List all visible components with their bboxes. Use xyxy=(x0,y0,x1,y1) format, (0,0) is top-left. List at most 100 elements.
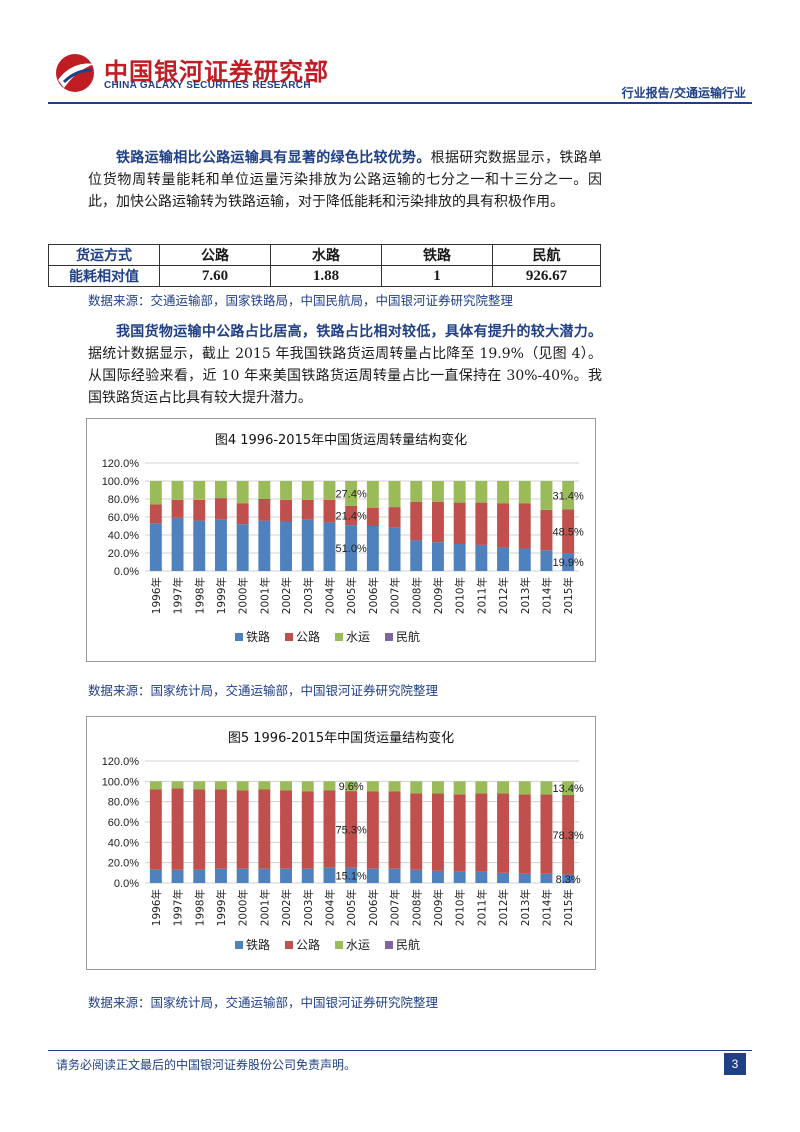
legend-swatch xyxy=(335,941,343,949)
bar-segment xyxy=(366,781,379,792)
bar-segment xyxy=(258,520,271,571)
x-tick-label: 2009年 xyxy=(432,577,445,614)
bar-segment xyxy=(497,481,510,504)
bar-segment xyxy=(301,868,314,883)
bar-segment xyxy=(236,481,249,504)
y-tick-label: 120.0% xyxy=(102,756,140,768)
bar-segment xyxy=(453,781,466,795)
bar-segment xyxy=(540,550,553,571)
bar-segment xyxy=(171,481,184,500)
x-tick-label: 2007年 xyxy=(389,577,402,614)
x-tick-label: 1997年 xyxy=(172,577,185,614)
bar-segment xyxy=(149,789,162,870)
y-tick-label: 20.0% xyxy=(108,548,139,560)
bar-segment xyxy=(149,504,162,524)
bar-segment xyxy=(497,547,510,571)
x-tick-label: 2000年 xyxy=(237,577,250,614)
company-name-en: CHINA GALAXY SECURITIES RESEARCH xyxy=(104,80,311,91)
bar-segment xyxy=(236,781,249,791)
bar-segment xyxy=(149,523,162,571)
bar-segment xyxy=(562,509,575,554)
data-label: 31.4% xyxy=(553,490,584,502)
bar-segment xyxy=(366,791,379,869)
bar-segment xyxy=(236,790,249,869)
bar-segment xyxy=(323,781,336,791)
bar-segment xyxy=(453,794,466,872)
chart-svg: 0.0% 20.0% 40.0% 60.0% 80.0% 100.0% 120.0% 1996… xyxy=(102,458,584,644)
data-label: 9.6% xyxy=(339,781,364,793)
bar-segment xyxy=(301,481,314,500)
x-tick-label: 2001年 xyxy=(258,577,271,614)
bar-segment xyxy=(366,526,379,571)
bar-segment xyxy=(236,503,249,525)
chart-source: 数据来源：国家统计局，交通运输部，中国银河证券研究院整理 xyxy=(88,683,439,698)
bar-segment xyxy=(410,540,423,571)
bar-segment xyxy=(497,872,510,883)
legend-label: 水运 xyxy=(346,630,370,644)
bar-segment xyxy=(280,481,293,500)
bar-segment xyxy=(410,869,423,883)
bar-segment xyxy=(540,794,553,874)
x-tick-label: 2014年 xyxy=(540,889,553,926)
y-tick-label: 100.0% xyxy=(102,776,140,788)
x-tick-label: 2004年 xyxy=(323,577,336,614)
bar-segment xyxy=(323,499,336,523)
table-header-label: 货运方式 xyxy=(48,244,160,266)
y-tick-label: 40.0% xyxy=(108,530,139,542)
bar-segment xyxy=(540,509,553,551)
x-tick-label: 2015年 xyxy=(562,577,575,614)
bar-segment xyxy=(475,502,488,545)
data-label: 48.5% xyxy=(553,526,584,538)
bar-segment xyxy=(345,481,358,506)
y-tick-label: 120.0% xyxy=(102,458,140,470)
bar-segment xyxy=(475,793,488,872)
bar-segment xyxy=(323,481,336,500)
x-tick-label: 1998年 xyxy=(193,577,206,614)
legend-label: 民航 xyxy=(396,937,420,952)
bar-segment xyxy=(540,873,553,883)
bar-segment xyxy=(540,781,553,795)
bar-segment xyxy=(301,791,314,869)
bar-segment xyxy=(475,781,488,794)
bar-segment xyxy=(280,499,293,522)
x-tick-label: 1999年 xyxy=(215,577,228,614)
bar-segment xyxy=(475,871,488,883)
x-tick-label: 2011年 xyxy=(475,577,488,614)
bar-segment xyxy=(388,507,401,528)
x-tick-label: 2005年 xyxy=(345,577,358,614)
bar-segment xyxy=(431,542,444,571)
bar-segment xyxy=(323,790,336,868)
legend-label: 民航 xyxy=(396,629,420,644)
chart-title: 图5 1996-2015年中国货运量结构变化 xyxy=(227,731,455,746)
data-label: 8.3% xyxy=(556,874,581,886)
bar-segment xyxy=(236,868,249,883)
energy-consumption-table: 货运方式 公路 水路 铁路 民航 能耗相对值 7.60 1.88 1 926.6… xyxy=(48,244,601,287)
footer-divider xyxy=(48,1050,752,1051)
x-tick-label: 2005年 xyxy=(345,889,358,926)
table-header-row: 货运方式 公路 水路 铁路 民航 xyxy=(48,244,601,266)
bar-segment xyxy=(431,793,444,871)
y-tick-label: 60.0% xyxy=(108,817,139,829)
bar-segment xyxy=(193,520,206,571)
x-tick-label: 2003年 xyxy=(302,889,315,926)
bar-segment xyxy=(475,481,488,503)
bar-segment xyxy=(149,869,162,883)
x-tick-label: 1999年 xyxy=(215,889,228,926)
bar-segment xyxy=(171,869,184,883)
bar-segment xyxy=(345,781,358,792)
bar-segment xyxy=(301,781,314,792)
y-tick-label: 100.0% xyxy=(102,476,140,488)
bar-segment xyxy=(366,481,379,508)
y-tick-label: 80.0% xyxy=(108,797,139,809)
bar-segment xyxy=(518,548,531,571)
bar-segment xyxy=(301,519,314,571)
bar-segment xyxy=(171,781,184,789)
x-tick-label: 2006年 xyxy=(367,577,380,614)
bar-segment xyxy=(171,517,184,571)
table-col-header: 公路 xyxy=(159,244,271,266)
data-label: 15.1% xyxy=(336,870,367,882)
bar-segment xyxy=(410,481,423,502)
x-tick-label: 1997年 xyxy=(172,889,185,926)
report-category: 行业报告/交通运输行业 xyxy=(621,86,746,100)
bar-segment xyxy=(388,868,401,883)
